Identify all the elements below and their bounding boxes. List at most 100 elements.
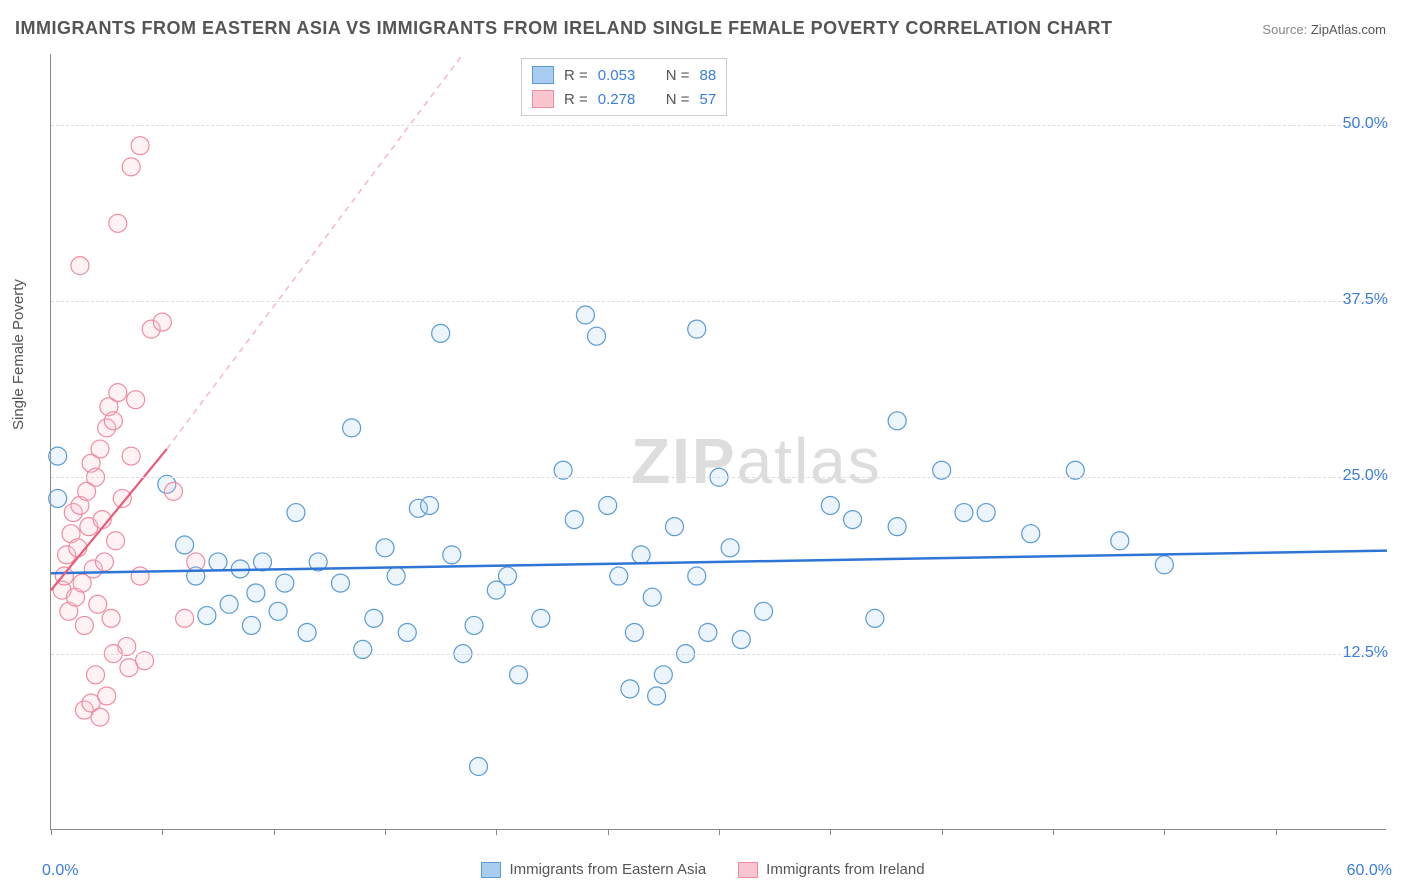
data-point (91, 708, 109, 726)
source-label: Source: (1262, 22, 1307, 37)
gridline (51, 654, 1386, 655)
data-point (643, 588, 661, 606)
data-point (888, 412, 906, 430)
n-label: N = (666, 67, 690, 84)
data-point (888, 518, 906, 536)
data-point (470, 758, 488, 776)
data-point (443, 546, 461, 564)
data-point (498, 567, 516, 585)
data-point (432, 324, 450, 342)
data-point (365, 609, 383, 627)
data-point (532, 609, 550, 627)
plot-area: ZIPatlas R = 0.053 N = 88 R = 0.278 N = … (50, 54, 1386, 830)
x-tick (719, 829, 720, 835)
data-point (87, 666, 105, 684)
series-legend: Immigrants from Eastern Asia Immigrants … (0, 861, 1406, 878)
data-point (220, 595, 238, 613)
y-tick-label: 37.5% (1343, 291, 1388, 309)
data-point (176, 536, 194, 554)
data-point (588, 327, 606, 345)
x-tick (1276, 829, 1277, 835)
data-point (187, 553, 205, 571)
data-point (331, 574, 349, 592)
x-tick (608, 829, 609, 835)
n-value-1: 88 (700, 67, 717, 84)
x-tick (274, 829, 275, 835)
n-label: N = (666, 91, 690, 108)
legend-item-1: Immigrants from Eastern Asia (481, 861, 706, 878)
data-point (49, 447, 67, 465)
source-attribution: Source: ZipAtlas.com (1262, 22, 1386, 37)
data-point (565, 511, 583, 529)
data-point (688, 320, 706, 338)
y-tick-label: 25.0% (1343, 467, 1388, 485)
data-point (866, 609, 884, 627)
data-point (120, 659, 138, 677)
data-point (354, 640, 372, 658)
data-point (91, 440, 109, 458)
data-point (625, 623, 643, 641)
x-tick (1053, 829, 1054, 835)
data-point (955, 504, 973, 522)
data-point (131, 567, 149, 585)
legend-row-series2: R = 0.278 N = 57 (532, 87, 716, 111)
data-point (665, 518, 683, 536)
data-point (98, 687, 116, 705)
data-point (164, 482, 182, 500)
x-tick (1164, 829, 1165, 835)
data-point (247, 584, 265, 602)
x-tick (51, 829, 52, 835)
data-point (122, 447, 140, 465)
legend-bottom-label-2: Immigrants from Ireland (766, 861, 924, 878)
x-tick (830, 829, 831, 835)
data-point (576, 306, 594, 324)
x-tick (385, 829, 386, 835)
source-value: ZipAtlas.com (1311, 22, 1386, 37)
data-point (821, 496, 839, 514)
legend-item-2: Immigrants from Ireland (738, 861, 924, 878)
data-point (49, 489, 67, 507)
legend-bottom-label-1: Immigrants from Eastern Asia (509, 861, 706, 878)
data-point (632, 546, 650, 564)
data-point (465, 616, 483, 634)
legend-swatch-2 (532, 90, 554, 108)
y-axis-label: Single Female Poverty (10, 279, 27, 430)
legend-bottom-swatch-1 (481, 862, 501, 878)
data-point (176, 609, 194, 627)
data-point (343, 419, 361, 437)
r-label: R = (564, 67, 588, 84)
data-point (510, 666, 528, 684)
data-point (621, 680, 639, 698)
legend-row-series1: R = 0.053 N = 88 (532, 63, 716, 87)
data-point (104, 412, 122, 430)
n-value-2: 57 (700, 91, 717, 108)
data-point (242, 616, 260, 634)
data-point (75, 616, 93, 634)
data-point (71, 257, 89, 275)
data-point (269, 602, 287, 620)
chart-title: IMMIGRANTS FROM EASTERN ASIA VS IMMIGRAN… (15, 18, 1113, 39)
data-point (276, 574, 294, 592)
gridline (51, 477, 1386, 478)
data-point (109, 384, 127, 402)
data-point (1022, 525, 1040, 543)
data-point (721, 539, 739, 557)
data-point (1111, 532, 1129, 550)
data-point (107, 532, 125, 550)
gridline (51, 125, 1386, 126)
data-point (376, 539, 394, 557)
r-value-1: 0.053 (598, 67, 648, 84)
data-point (398, 623, 416, 641)
data-point (287, 504, 305, 522)
data-point (977, 504, 995, 522)
data-point (122, 158, 140, 176)
data-point (421, 496, 439, 514)
data-point (131, 137, 149, 155)
data-point (732, 631, 750, 649)
x-tick (162, 829, 163, 835)
data-point (69, 539, 87, 557)
x-tick (942, 829, 943, 835)
legend-swatch-1 (532, 66, 554, 84)
data-point (89, 595, 107, 613)
data-point (688, 567, 706, 585)
